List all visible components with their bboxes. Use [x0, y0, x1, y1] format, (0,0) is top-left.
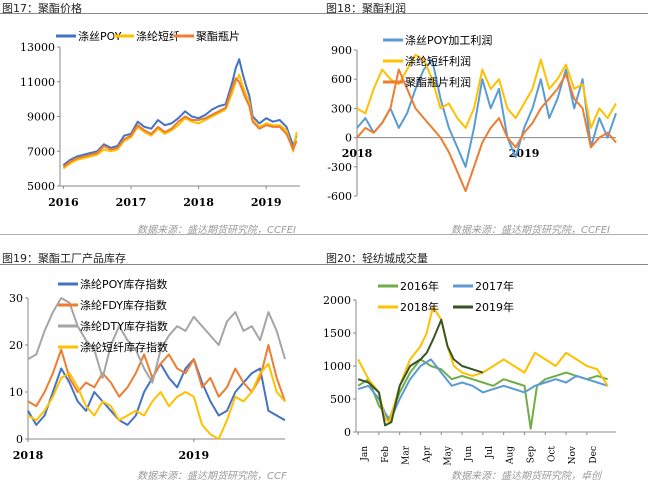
y-tick-label: 20 [9, 339, 23, 352]
panel-title-4: 图20：轻纺城成交量 [326, 252, 428, 265]
y-tick-label: 13000 [20, 41, 55, 54]
panel-title-2: 图18：聚酯利润 [326, 2, 406, 15]
y-tick-label: 0 [16, 433, 23, 446]
y-tick-label: 900 [331, 44, 352, 57]
source-3: 数据来源：盛达期货研究院，CCF [137, 471, 287, 482]
x-tick-label: 2018 [183, 196, 214, 209]
legend-label: 聚酯瓶片 [196, 29, 240, 43]
legend-label: 涤纶POY库存指数 [80, 277, 167, 291]
legend-label: 聚酯瓶片利润 [405, 75, 471, 89]
series-line-2 [62, 73, 298, 170]
y-tick-label: 5000 [27, 180, 55, 193]
source-4: 数据来源：盛达期货研究院，卓创 [451, 471, 601, 482]
series-line-3 [356, 68, 617, 193]
series-line-1 [62, 58, 298, 166]
x-tick-label: May [443, 445, 453, 466]
series-line-1 [356, 58, 617, 168]
chart-4: 0 500 1000 1500 2000 Jan Feb Mar Apr May Jun Jul Aug… [323, 279, 616, 466]
top-rule [0, 13, 648, 14]
legend-label: 涤纶FDY库存指数 [80, 298, 167, 312]
legend-label: 涤纶DTY库存指数 [80, 319, 168, 333]
panel-title-3: 图19：聚酯工厂产品库存 [2, 252, 126, 265]
legend-label: 2016年 [400, 279, 439, 293]
legend-label: 2019年 [475, 300, 514, 314]
y-tick-label: 0 [345, 132, 352, 145]
x-tick-label: Feb [381, 446, 391, 463]
series-line-3 [62, 77, 298, 168]
y-tick-label: 9000 [27, 111, 55, 124]
legend-label: 2017年 [475, 279, 514, 293]
x-tick-label: Apr [422, 445, 432, 463]
y-tick-label: 10 [9, 386, 23, 399]
mid-rule-1 [0, 234, 648, 235]
y-tick-label: 500 [330, 393, 351, 406]
x-tick-label: 2016 [48, 196, 79, 209]
legend-label: 2018年 [400, 300, 439, 314]
legend-label: 涤纶短纤利润 [405, 54, 471, 68]
x-tick-label: Jul [485, 446, 495, 459]
series-line-3 [27, 297, 286, 384]
source-1: 数据来源：盛达期货研究院，CCFEI [137, 225, 296, 236]
series-line-2 [27, 344, 286, 408]
y-tick-label: 7000 [27, 145, 55, 158]
legend-label: 涤纶短纤库存指数 [80, 340, 168, 354]
panel-title-1: 图17：聚酯价格 [2, 2, 82, 15]
source-2: 数据来源：盛达期货研究院，CCFEI [451, 225, 610, 236]
y-tick-label: -300 [327, 161, 352, 174]
y-tick-label: 11000 [20, 76, 55, 89]
x-tick-label: 2017 [116, 196, 147, 209]
x-tick-label: 2018 [342, 147, 373, 160]
y-tick-label: 1000 [323, 360, 351, 373]
x-tick-label: 2019 [178, 449, 209, 462]
x-tick-label: 2019 [251, 196, 282, 209]
x-tick-label: Jan [360, 446, 370, 462]
mid-rule-2 [0, 264, 648, 265]
y-tick-label: 0 [344, 426, 351, 439]
series-line-3 [357, 305, 609, 424]
y-tick-label: 30 [9, 292, 23, 305]
series-line-2 [357, 358, 609, 424]
x-tick-label: Aug [506, 446, 516, 465]
x-tick-label: Oct [547, 446, 557, 462]
chart-1: 5000 7000 9000 11000 13000 2016 2017 2018 2019 涤丝… [20, 29, 300, 209]
y-tick-label: 600 [331, 73, 352, 86]
legend-label: 涤纶短纤 [136, 29, 180, 43]
y-tick-label: 300 [331, 102, 352, 115]
x-tick-label: Dec [589, 446, 599, 464]
legend-label: 涤丝POY [78, 29, 122, 43]
series-line-4 [27, 362, 286, 440]
series-line-1 [357, 358, 609, 430]
series-line-4 [357, 318, 484, 427]
x-tick-label: Jun [464, 446, 474, 462]
y-tick-label: -600 [327, 190, 352, 203]
x-tick-label: Nov [568, 445, 578, 464]
chart-3: 0 10 20 30 2018 2019 涤纶POY库存指数涤纶FDY库存指数涤纶DTY库存… [9, 277, 286, 462]
x-tick-label: Mar [402, 445, 412, 465]
x-tick-label: 2018 [13, 449, 44, 462]
y-tick-label: 1500 [323, 327, 351, 340]
x-tick-label: Sep [526, 446, 536, 463]
legend-label: 涤丝POY加工利润 [405, 33, 492, 47]
y-tick-label: 2000 [323, 294, 351, 307]
